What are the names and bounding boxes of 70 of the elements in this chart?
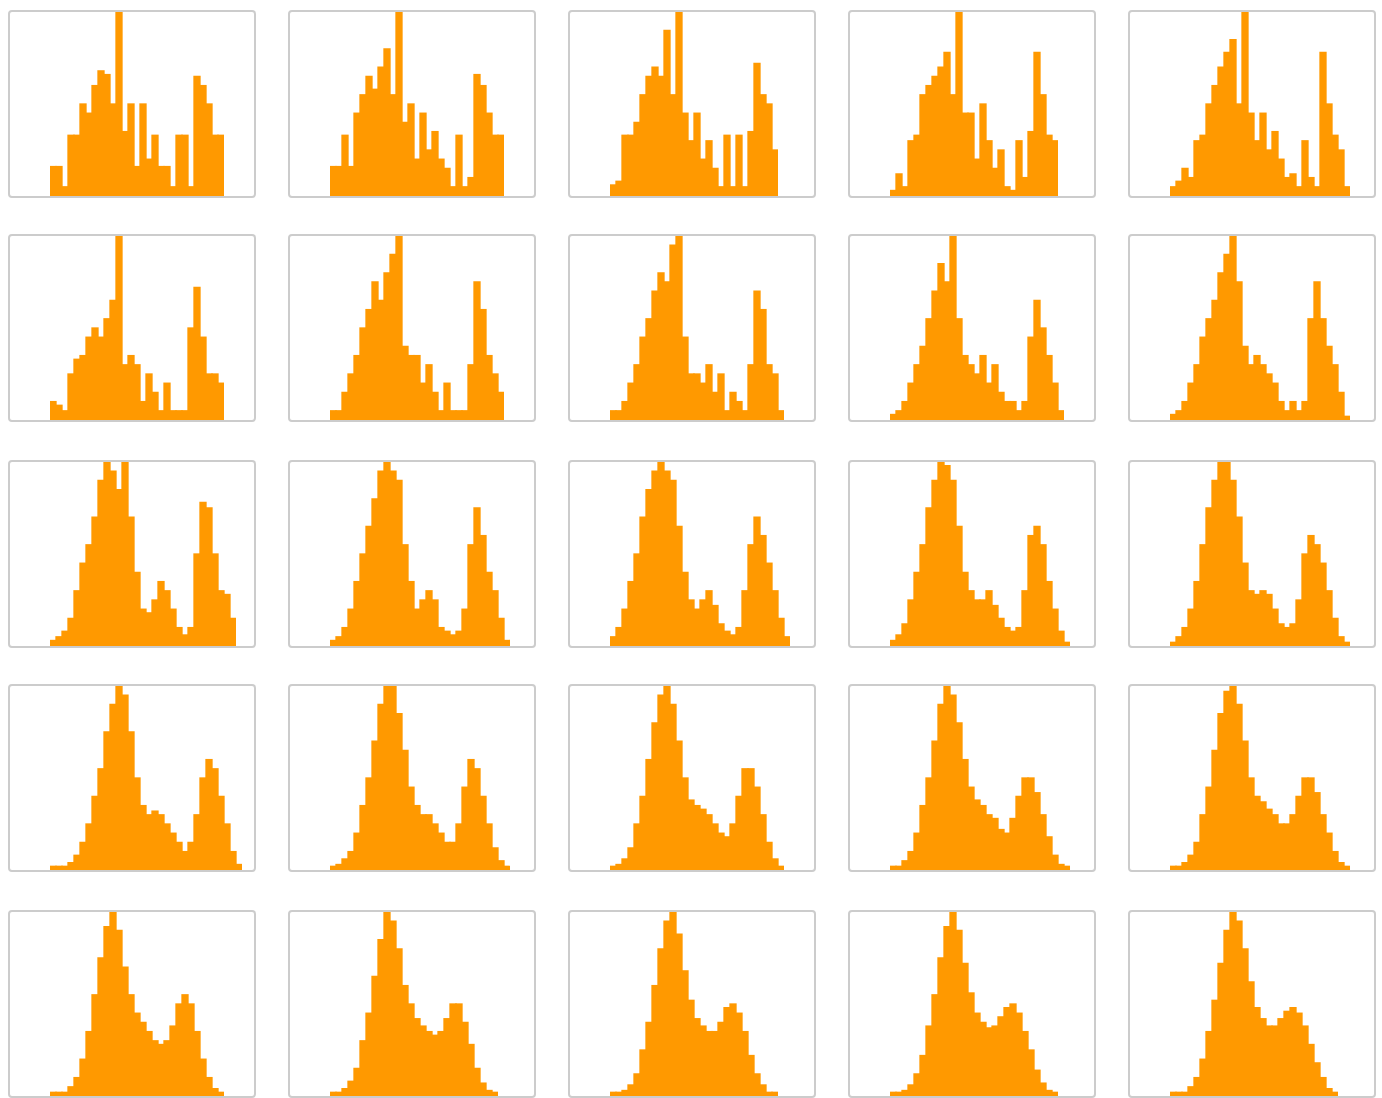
- bar: [341, 134, 349, 196]
- bar: [997, 149, 1005, 196]
- bar: [217, 134, 224, 196]
- bar: [223, 593, 231, 646]
- bar: [163, 165, 171, 196]
- bar: [895, 173, 903, 196]
- bar: [1301, 140, 1309, 196]
- bar: [949, 236, 957, 421]
- bar: [145, 374, 153, 421]
- bar: [1009, 401, 1017, 421]
- bar: [55, 165, 63, 196]
- bar: [1229, 38, 1237, 196]
- bar: [395, 12, 403, 196]
- bar: [127, 103, 135, 196]
- bar: [675, 236, 683, 421]
- bar: [1015, 140, 1023, 196]
- bar: [395, 479, 403, 646]
- bar: [705, 140, 713, 196]
- bar: [705, 364, 713, 421]
- bar: [723, 134, 731, 196]
- bar: [413, 355, 421, 421]
- bar: [955, 12, 963, 196]
- bar: [121, 461, 129, 646]
- bar: [1319, 51, 1327, 196]
- bar: [443, 167, 451, 196]
- bar: [979, 355, 987, 421]
- bar: [991, 364, 999, 421]
- bar: [181, 134, 189, 196]
- bar: [967, 112, 975, 196]
- bar: [163, 383, 171, 421]
- bar: [717, 374, 725, 421]
- bar: [419, 112, 427, 196]
- bar: [1289, 173, 1297, 196]
- bar: [675, 12, 683, 196]
- bar: [115, 12, 123, 196]
- bar: [693, 112, 701, 196]
- bar: [431, 598, 439, 646]
- bar: [1289, 401, 1297, 421]
- bar: [217, 1090, 224, 1096]
- bar: [443, 383, 451, 421]
- bar: [383, 48, 391, 196]
- bar: [139, 103, 147, 196]
- bar: [407, 103, 415, 196]
- bar: [115, 236, 123, 421]
- bar: [193, 287, 201, 421]
- bar: [497, 134, 504, 196]
- bar: [151, 134, 159, 196]
- bar: [491, 1090, 498, 1096]
- bar: [1331, 1090, 1338, 1096]
- bar: [1051, 1090, 1058, 1096]
- bar: [205, 506, 213, 646]
- bar: [1051, 140, 1058, 196]
- bar: [395, 236, 403, 421]
- bar: [729, 392, 737, 421]
- bar: [663, 29, 671, 196]
- bar: [1265, 593, 1273, 646]
- bar: [1241, 12, 1249, 196]
- bar: [979, 103, 987, 196]
- bar: [771, 1090, 778, 1096]
- bar: [163, 589, 171, 646]
- bar: [943, 51, 951, 196]
- bar: [1259, 112, 1267, 196]
- bar: [425, 364, 433, 421]
- bar: [187, 1002, 195, 1096]
- bar: [455, 134, 463, 196]
- bar: [735, 134, 743, 196]
- bar: [1181, 167, 1189, 196]
- bar: [1033, 51, 1041, 196]
- bar: [431, 130, 439, 196]
- bar: [1271, 130, 1279, 196]
